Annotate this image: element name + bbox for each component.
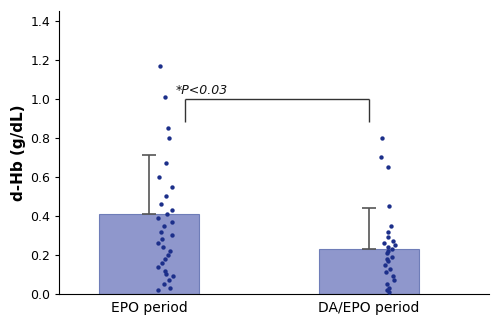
- Point: [377, 155, 385, 160]
- Point: [163, 211, 171, 216]
- Point: [384, 165, 392, 170]
- Point: [165, 278, 173, 283]
- Point: [386, 266, 394, 271]
- Point: [385, 289, 393, 295]
- Point: [160, 282, 168, 287]
- Point: [384, 258, 392, 263]
- Point: [384, 248, 392, 254]
- Point: [382, 256, 390, 261]
- Point: [383, 250, 391, 256]
- Point: [388, 254, 396, 259]
- Point: [162, 194, 170, 199]
- Bar: [100, 214, 199, 294]
- Point: [168, 207, 176, 213]
- Point: [389, 239, 397, 244]
- Point: [386, 203, 394, 209]
- Text: *P<0.03: *P<0.03: [175, 84, 228, 97]
- Point: [156, 63, 164, 68]
- Point: [162, 272, 170, 277]
- Point: [157, 201, 165, 207]
- Point: [378, 135, 386, 141]
- Point: [158, 237, 166, 242]
- Point: [390, 278, 398, 283]
- Point: [160, 223, 168, 228]
- Point: [160, 94, 168, 99]
- Point: [387, 223, 395, 228]
- Point: [160, 244, 168, 250]
- Point: [162, 161, 170, 166]
- Point: [154, 241, 162, 246]
- Point: [156, 174, 164, 180]
- Point: [166, 248, 174, 254]
- Point: [169, 274, 177, 279]
- Point: [154, 264, 162, 269]
- Point: [392, 243, 400, 248]
- Point: [154, 215, 162, 220]
- Point: [168, 184, 175, 189]
- Bar: [319, 249, 419, 294]
- Point: [154, 288, 162, 293]
- Y-axis label: d-Hb (g/dL): d-Hb (g/dL): [11, 104, 26, 201]
- Point: [384, 244, 392, 250]
- Point: [164, 126, 172, 131]
- Point: [388, 246, 396, 252]
- Point: [384, 229, 392, 234]
- Point: [161, 268, 169, 273]
- Point: [156, 229, 164, 234]
- Point: [384, 235, 392, 240]
- Point: [383, 288, 391, 293]
- Point: [161, 256, 169, 261]
- Point: [166, 286, 173, 291]
- Point: [383, 282, 391, 287]
- Point: [164, 252, 172, 258]
- Point: [168, 233, 175, 238]
- Point: [382, 262, 390, 267]
- Point: [168, 219, 176, 224]
- Point: [165, 135, 173, 141]
- Point: [158, 260, 166, 265]
- Point: [390, 274, 398, 279]
- Point: [380, 241, 388, 246]
- Point: [382, 270, 390, 275]
- Point: [384, 286, 392, 291]
